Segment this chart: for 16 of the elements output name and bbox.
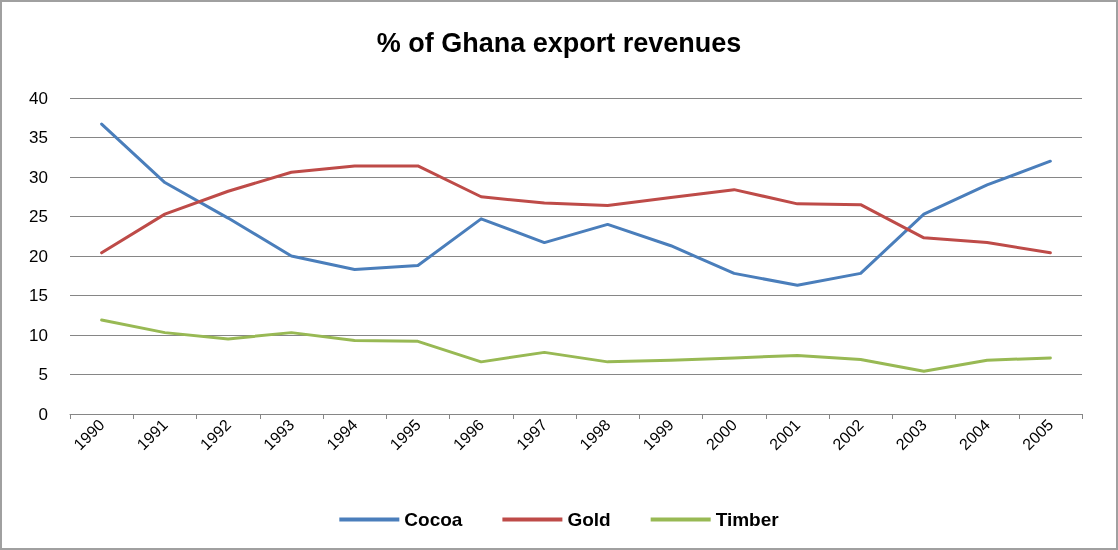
line-series [100,164,1052,255]
line-series [100,318,1052,373]
y-tick-label: 35 [29,128,48,147]
legend-label: Timber [715,509,780,530]
line-series [100,122,1052,287]
legend-label: Cocoa [404,509,463,530]
chart-title: % of Ghana export revenues [376,27,742,58]
y-tick-label: 40 [29,88,48,108]
y-tick-label: 15 [29,286,48,305]
y-tick-label: 25 [29,207,48,226]
y-tick-label: 20 [29,246,48,266]
y-tick-label: 30 [29,167,48,187]
legend-label: Gold [567,509,611,530]
y-tick-label: 10 [29,325,48,345]
y-tick-label: 5 [38,365,48,384]
y-tick-label: 0 [38,404,48,424]
